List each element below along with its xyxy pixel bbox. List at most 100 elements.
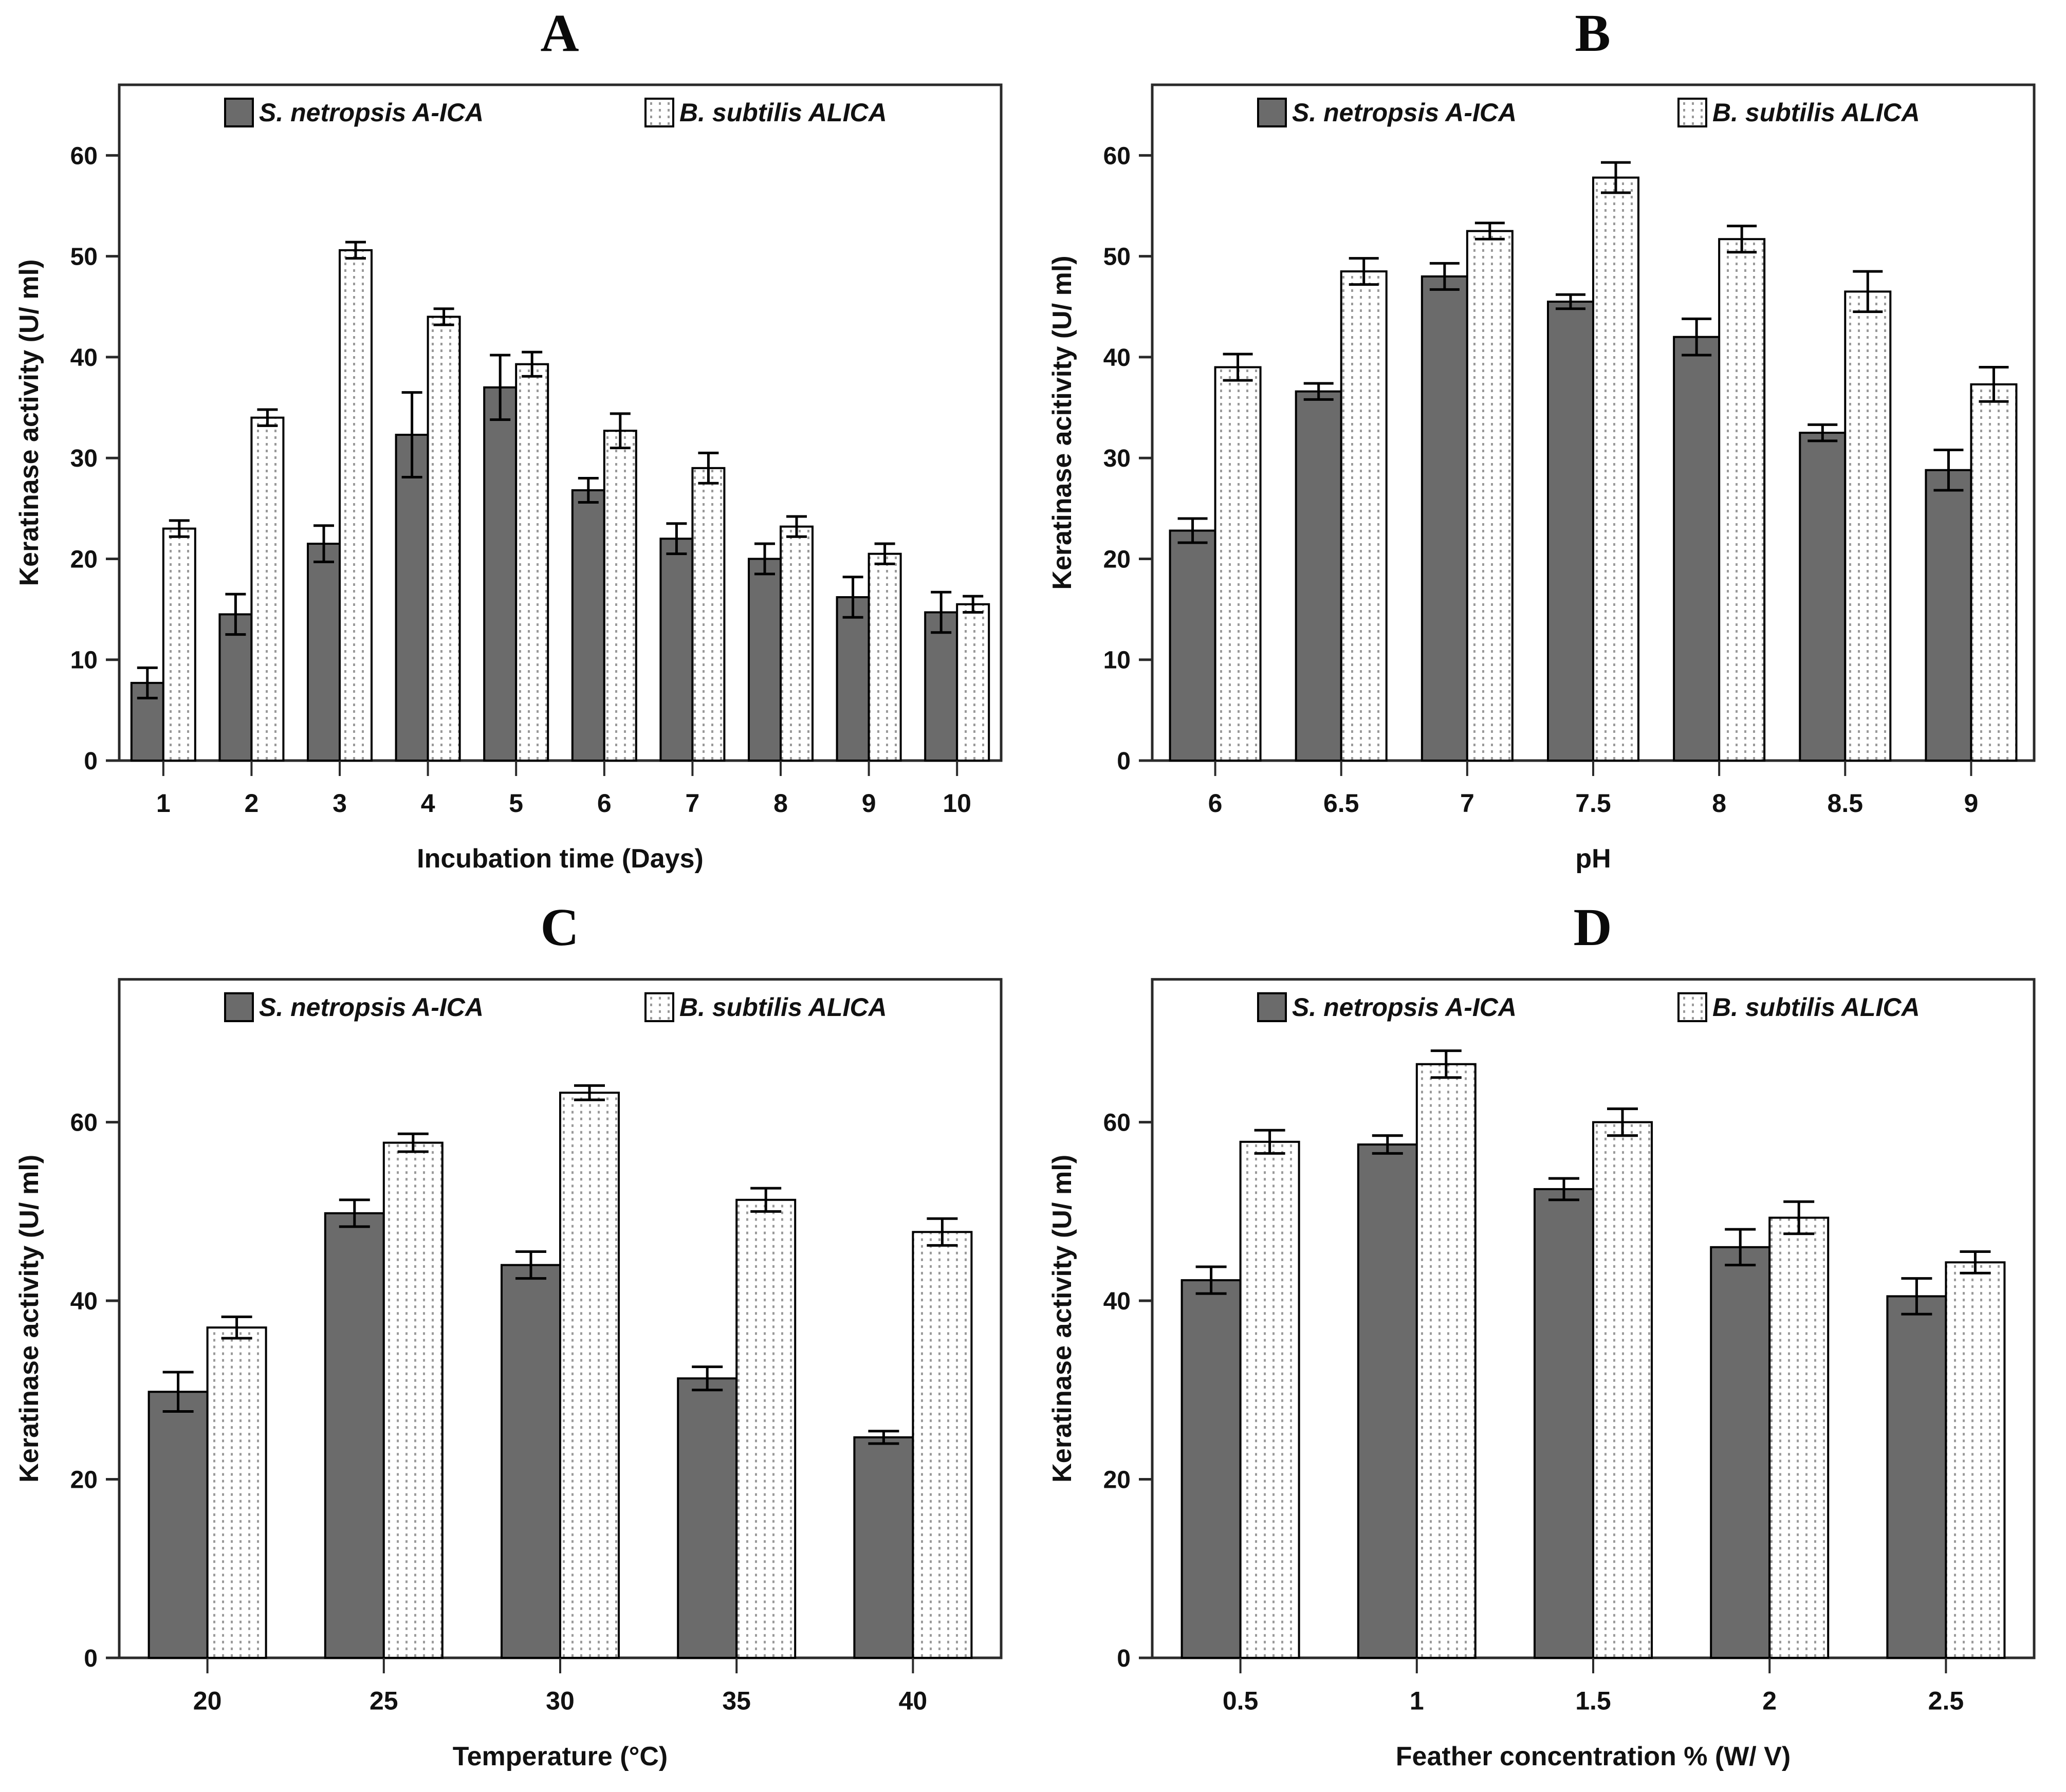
error-bar — [1807, 423, 1838, 442]
y-tick-label: 10 — [70, 647, 98, 674]
x-tick-label: 7 — [685, 789, 699, 818]
bar-series2-7.5 — [1592, 176, 1639, 762]
bar-series1-7.5 — [1547, 300, 1594, 762]
error-bar — [1601, 161, 1631, 194]
y-tick-label: 10 — [1103, 647, 1131, 674]
error-bar — [931, 590, 952, 634]
error-bar — [1901, 1277, 1932, 1316]
x-tick-label: 0.5 — [1223, 1686, 1259, 1715]
bar-series1-10 — [924, 611, 958, 762]
bar-series2-20 — [206, 1326, 267, 1659]
x-tick-label: 25 — [370, 1686, 398, 1715]
legend-label-series1: S. netropsis A-ICA — [259, 98, 484, 127]
bar-series1-6.5 — [1295, 390, 1342, 762]
legend-label-series1: S. netropsis A-ICA — [1292, 993, 1517, 1022]
bar-series1-20 — [147, 1391, 209, 1659]
x-tick-label: 6 — [597, 789, 612, 818]
legend-label-series2: B. subtilis ALICA — [1712, 993, 1920, 1022]
legend-label-series2: B. subtilis ALICA — [679, 993, 887, 1022]
error-bar — [1933, 448, 1964, 492]
error-bar — [1372, 1134, 1403, 1155]
error-bar — [339, 1198, 370, 1228]
legend-swatch-dotted-white-icon — [1677, 992, 1707, 1022]
error-bar — [1254, 1129, 1285, 1155]
panel-b-title: B — [1575, 4, 1612, 63]
error-bar — [574, 1084, 605, 1101]
x-tick-label: 7.5 — [1575, 789, 1611, 818]
error-bar — [162, 1371, 194, 1413]
bar-series1-4 — [395, 434, 429, 762]
x-tick-label: 3 — [333, 789, 347, 818]
bar-series1-1 — [1357, 1143, 1418, 1659]
error-bar — [1349, 257, 1379, 286]
legend-label-series1: S. netropsis A-ICA — [259, 993, 484, 1022]
y-tick-label: 40 — [1103, 1287, 1131, 1315]
error-bar — [345, 241, 366, 260]
x-tick-label: 35 — [722, 1686, 751, 1715]
error-bar — [257, 408, 278, 427]
bar-series2-3 — [339, 249, 373, 762]
bar-series2-35 — [735, 1198, 797, 1659]
bar-series1-9 — [1925, 469, 1972, 762]
bar-chart-feather-concentration: 0 20 40 60 Keratinase activity (U/ ml) 0.5 1 1.… — [1047, 978, 2036, 1771]
panel-b: B 0 10 20 30 40 50 60 Keratinase acitivity (U/ … — [1033, 0, 2066, 894]
y-tick-label: 60 — [1103, 142, 1131, 170]
y-tick-label: 0 — [1117, 1645, 1131, 1672]
bar-series1-2.5 — [1886, 1295, 1947, 1659]
bar-series1-0.5 — [1180, 1279, 1242, 1659]
bar-series2-8.5 — [1844, 290, 1892, 762]
error-bar — [1429, 262, 1460, 291]
error-bar — [666, 522, 687, 556]
error-bar — [754, 542, 775, 576]
error-bar — [313, 524, 334, 563]
panel-c-title: C — [540, 898, 580, 957]
x-tick-label: 1.5 — [1575, 1686, 1611, 1715]
bar-series1-5 — [483, 386, 518, 762]
error-bar — [1960, 1250, 1991, 1274]
x-tick-label: 30 — [546, 1686, 575, 1715]
y-tick-label: 50 — [1103, 244, 1131, 271]
error-bar — [1430, 1049, 1462, 1079]
bar-series2-2.5 — [1945, 1261, 2006, 1659]
x-tick-label: 8.5 — [1828, 789, 1864, 818]
x-axis-title: Temperature (°C) — [453, 1742, 668, 1771]
error-bar — [786, 515, 807, 538]
error-bar — [750, 1187, 782, 1213]
bar-series2-1 — [162, 527, 196, 762]
panel-a: A 0 10 20 30 40 50 60 Keratinase activity (U/ m… — [0, 0, 1033, 894]
panel-d: D 0 20 40 60 Keratinase activity (U/ ml) 0.5 1… — [1033, 894, 2066, 1792]
y-tick-label: 20 — [1103, 546, 1131, 573]
panel-d-title: D — [1573, 898, 1613, 957]
bar-series2-8 — [780, 525, 814, 762]
bar-chart-ph: 0 10 20 30 40 50 60 Keratinase acitivity (U/ ml… — [1047, 83, 2036, 874]
bar-chart-temperature: 0 20 40 60 Keratinase activity (U/ ml) 20 25 30… — [14, 978, 1003, 1771]
y-tick-label: 40 — [70, 1287, 98, 1315]
legend-swatch-dotted-white-icon — [1677, 98, 1707, 127]
legend-swatch-solid-gray-icon — [1257, 992, 1287, 1022]
y-tick-label: 40 — [1103, 344, 1131, 372]
error-bar — [397, 1132, 429, 1153]
x-tick-label: 6.5 — [1323, 789, 1359, 818]
x-axis-title: pH — [1575, 844, 1611, 874]
legend-swatch-solid-gray-icon — [1257, 98, 1287, 127]
bar-series1-35 — [677, 1377, 738, 1659]
x-tick-label: 20 — [193, 1686, 222, 1715]
error-bar — [1474, 221, 1505, 241]
error-bar — [842, 576, 863, 619]
error-bar — [515, 1250, 546, 1280]
y-tick-label: 30 — [70, 445, 98, 472]
error-bar — [1727, 225, 1757, 254]
error-bar — [698, 451, 719, 485]
y-tick-label: 30 — [1103, 445, 1131, 472]
y-tick-label: 0 — [84, 1645, 98, 1672]
y-tick-label: 60 — [70, 142, 98, 170]
x-tick-label: 2 — [1762, 1686, 1777, 1715]
error-bar — [1725, 1228, 1756, 1267]
error-bar — [221, 1315, 252, 1340]
y-tick-label: 0 — [1117, 748, 1131, 775]
error-bar — [490, 354, 511, 421]
bar-series2-2 — [1768, 1216, 1830, 1659]
error-bar — [874, 542, 895, 565]
x-tick-label: 2 — [244, 789, 259, 818]
bar-series2-1.5 — [1592, 1121, 1653, 1659]
